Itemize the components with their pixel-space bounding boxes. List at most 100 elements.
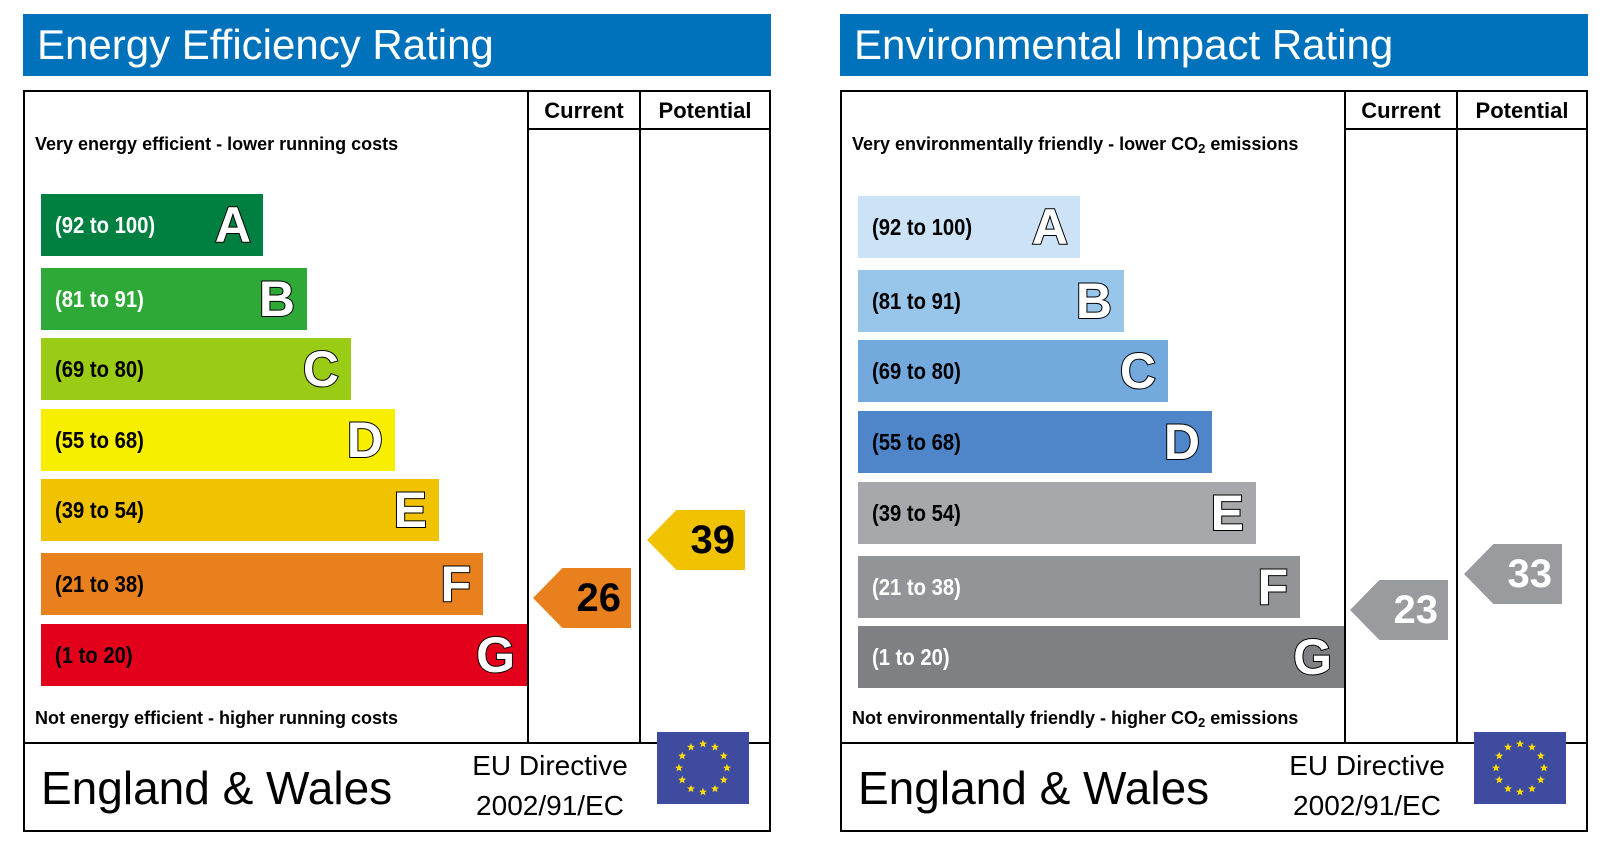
- eu-flag-icon: [657, 732, 749, 804]
- environment-band-range: (69 to 80): [872, 358, 961, 384]
- environment-band-letter: G: [1292, 628, 1333, 686]
- eu-star-icon: [699, 739, 707, 748]
- environment-top-text: Very environmentally friendly - lower CO…: [852, 134, 1299, 156]
- energy-band: (69 to 80) C: [41, 338, 351, 400]
- environment-country: England & Wales: [858, 762, 1210, 814]
- eu-star-icon: [687, 784, 695, 793]
- eu-star-icon: [678, 751, 687, 760]
- energy-eu-directive: EU Directive 2002/91/EC: [455, 746, 645, 826]
- eu-star-icon: [1536, 775, 1545, 784]
- energy-band: (55 to 68) D: [41, 409, 395, 471]
- eu-star-icon: [687, 743, 695, 751]
- eu-star-icon: [719, 751, 728, 760]
- eu-flag-icon: [1474, 732, 1566, 804]
- environment-directive-line1: EU Directive: [1289, 750, 1445, 781]
- environment-band: (69 to 80) C: [858, 340, 1168, 402]
- environment-band: (39 to 54) E: [858, 482, 1256, 544]
- energy-directive-line1: EU Directive: [472, 750, 628, 781]
- environment-band-range: (1 to 20): [872, 644, 950, 670]
- eu-star-icon: [1528, 784, 1536, 793]
- eu-star-icon: [1528, 743, 1536, 751]
- environment-band-letter: F: [1256, 558, 1289, 616]
- energy-band-letter: F: [439, 555, 472, 613]
- environment-current-rating-arrow: 23: [1350, 580, 1448, 640]
- energy-title: Energy Efficiency Rating: [23, 14, 771, 76]
- environment-band-range: (21 to 38): [872, 574, 961, 600]
- eu-star-icon: [1540, 763, 1548, 772]
- energy-current-value: 26: [576, 576, 622, 620]
- energy-potential-rating-arrow: 39: [647, 510, 745, 570]
- environment-band: (81 to 91) B: [858, 270, 1124, 332]
- environment-band: (1 to 20) G: [858, 626, 1344, 688]
- energy-band-letter: G: [475, 626, 516, 684]
- environment-title: Environmental Impact Rating: [840, 14, 1588, 76]
- environment-eu-directive: EU Directive 2002/91/EC: [1272, 746, 1462, 826]
- environment-band-letter: A: [1031, 198, 1069, 256]
- energy-top-text: Very energy efficient - lower running co…: [35, 134, 399, 154]
- energy-band-range: (81 to 91): [55, 286, 144, 312]
- eu-star-icon: [1495, 751, 1504, 760]
- environment-band-range: (92 to 100): [872, 214, 973, 240]
- environmental-impact-panel: Environmental Impact Rating Current Pote…: [840, 14, 1588, 832]
- energy-band-letter: A: [214, 196, 252, 254]
- environment-band-range: (55 to 68): [872, 429, 961, 455]
- eu-star-icon: [675, 763, 683, 772]
- environment-potential-rating-arrow: 33: [1464, 544, 1562, 604]
- eu-star-icon: [1516, 787, 1524, 796]
- eu-star-icon: [678, 775, 687, 784]
- energy-efficiency-panel: Energy Efficiency Rating Current Potenti…: [23, 14, 771, 832]
- environment-band-letter: E: [1210, 484, 1245, 542]
- environment-band-letter: C: [1119, 342, 1157, 400]
- environment-column-divider: [1344, 92, 1346, 744]
- eu-star-icon: [711, 784, 719, 793]
- environment-band: (21 to 38) F: [858, 556, 1300, 618]
- environment-current-header: Current: [1361, 98, 1441, 123]
- energy-band: (1 to 20) G: [41, 624, 527, 686]
- energy-footer-divider: [25, 742, 769, 744]
- eu-star-icon: [1504, 784, 1512, 793]
- energy-current-header: Current: [544, 98, 624, 123]
- eu-star-icon: [711, 743, 719, 751]
- environment-band-range: (39 to 54): [872, 500, 961, 526]
- energy-band-range: (1 to 20): [55, 642, 133, 668]
- energy-column-divider: [639, 92, 641, 744]
- environment-frame: Current Potential Very environmentally f…: [840, 90, 1588, 832]
- energy-band: (39 to 54) E: [41, 479, 439, 541]
- energy-band-letter: C: [302, 340, 340, 398]
- energy-directive-line2: 2002/91/EC: [476, 790, 624, 821]
- environment-potential-value: 33: [1507, 552, 1553, 596]
- energy-band-range: (21 to 38): [55, 571, 144, 597]
- energy-band: (21 to 38) F: [41, 553, 483, 615]
- energy-band-range: (55 to 68): [55, 427, 144, 453]
- energy-band-range: (39 to 54): [55, 497, 144, 523]
- energy-band-letter: B: [258, 270, 296, 328]
- energy-country: England & Wales: [41, 762, 393, 814]
- energy-bottom-text: Not energy efficient - higher running co…: [35, 708, 399, 728]
- energy-current-rating-arrow: 26: [533, 568, 631, 628]
- environment-band-letter: B: [1075, 272, 1113, 330]
- eu-star-icon: [1536, 751, 1545, 760]
- environment-current-value: 23: [1393, 588, 1439, 632]
- energy-band-letter: E: [393, 481, 428, 539]
- eu-star-icon: [723, 763, 731, 772]
- environment-band-letter: D: [1163, 413, 1201, 471]
- energy-header-divider: [527, 128, 771, 130]
- eu-star-icon: [1516, 739, 1524, 748]
- energy-band: (92 to 100) A: [41, 194, 263, 256]
- energy-potential-value: 39: [690, 518, 736, 562]
- eu-star-icon: [1504, 743, 1512, 751]
- environment-header-divider: [1344, 128, 1588, 130]
- eu-star-icon: [699, 787, 707, 796]
- environment-footer-divider: [842, 742, 1586, 744]
- energy-potential-header: Potential: [658, 98, 752, 123]
- energy-frame: Current Potential Very energy efficient …: [23, 90, 771, 832]
- eu-stars-icon: [675, 739, 731, 796]
- energy-band-range: (92 to 100): [55, 212, 156, 238]
- environment-band: (92 to 100) A: [858, 196, 1080, 258]
- environment-directive-line2: 2002/91/EC: [1293, 790, 1441, 821]
- energy-band-letter: D: [346, 411, 384, 469]
- environment-band: (55 to 68) D: [858, 411, 1212, 473]
- eu-star-icon: [1495, 775, 1504, 784]
- energy-band: (81 to 91) B: [41, 268, 307, 330]
- energy-column-divider: [527, 92, 529, 744]
